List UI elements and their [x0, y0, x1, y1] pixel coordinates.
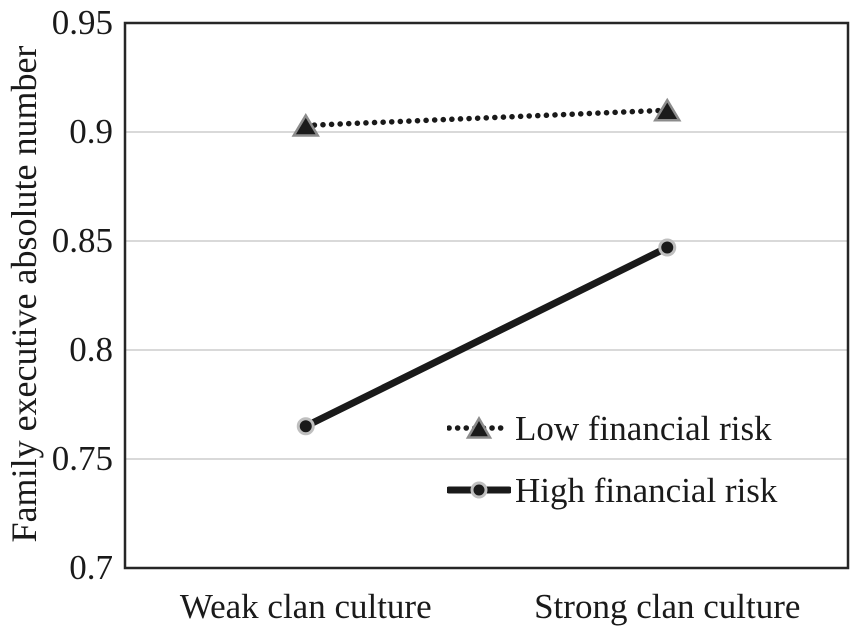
- legend-circle-sample-icon: [447, 481, 511, 499]
- y-tick-label: 0.8: [69, 329, 113, 369]
- legend-item-low-financial-risk: Low financial risk: [447, 406, 777, 450]
- legend-triangle-sample-icon: [447, 416, 511, 439]
- y-tick-label: 0.7: [69, 547, 113, 587]
- y-tick-label: 0.85: [51, 220, 113, 260]
- legend-item-label: High financial risk: [515, 470, 778, 510]
- legend-item-high-financial-risk: High financial risk: [447, 468, 777, 512]
- circle-marker: [296, 417, 315, 436]
- series-line-high-financial-risk: [302, 244, 671, 430]
- y-tick-label: 0.9: [69, 111, 113, 151]
- x-category-label: Strong clan culture: [534, 587, 801, 626]
- legend: Low financial risk High financial risk: [447, 406, 777, 512]
- x-category-label: Weak clan culture: [179, 587, 432, 626]
- circle-marker: [658, 238, 677, 257]
- y-tick-label: 0.75: [51, 438, 113, 478]
- triangle-marker: [465, 416, 493, 439]
- y-axis-title: Family executive absolute number: [4, 45, 44, 543]
- plot-border: [123, 21, 850, 570]
- y-tick-label: 0.95: [51, 2, 113, 42]
- circle-marker: [470, 481, 488, 499]
- triangle-marker: [291, 113, 320, 137]
- legend-item-label: Low financial risk: [515, 408, 772, 448]
- series-line-low-financial-risk: [303, 107, 670, 129]
- triangle-marker: [653, 97, 682, 122]
